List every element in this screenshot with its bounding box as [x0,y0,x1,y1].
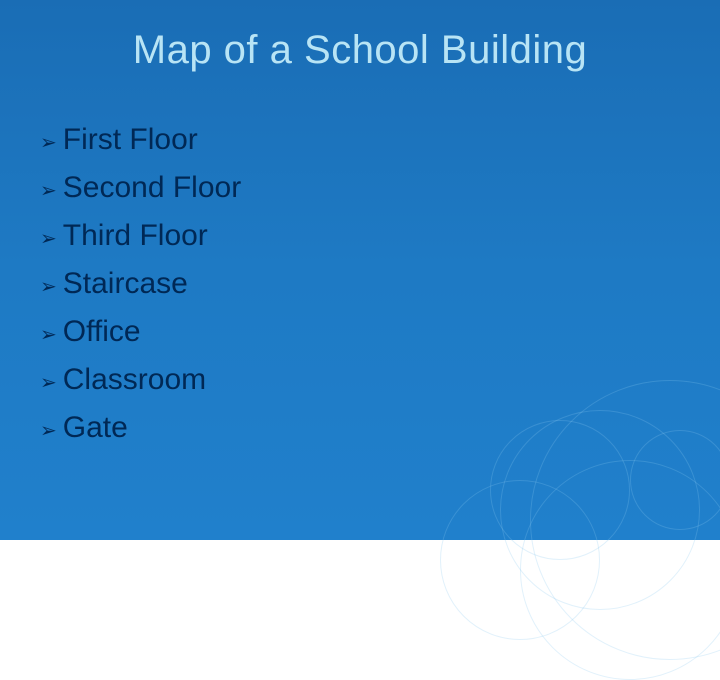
list-item-label: Office [63,312,141,351]
bullet-icon: ➢ [40,133,57,153]
list-item-label: Classroom [63,360,206,399]
list-item: ➢ Office [40,312,241,351]
list-item: ➢ Staircase [40,264,241,303]
bullet-icon: ➢ [40,373,57,393]
decorative-circle [500,410,700,610]
list-item-label: First Floor [63,120,198,159]
bullet-icon: ➢ [40,181,57,201]
decorative-circle [630,430,720,530]
bullet-icon: ➢ [40,229,57,249]
bullet-icon: ➢ [40,277,57,297]
decorative-circle [490,420,630,560]
bullet-icon: ➢ [40,421,57,441]
decorative-circle [530,380,720,660]
bullet-icon: ➢ [40,325,57,345]
list-item: ➢ Classroom [40,360,241,399]
slide-container: Map of a School Building ➢ First Floor ➢… [0,0,720,540]
list-item: ➢ Gate [40,408,241,447]
list-item-label: Staircase [63,264,188,303]
bullet-list: ➢ First Floor ➢ Second Floor ➢ Third Flo… [40,120,241,456]
list-item: ➢ Second Floor [40,168,241,207]
decorative-circle [520,460,720,680]
list-item-label: Gate [63,408,128,447]
slide-title: Map of a School Building [0,28,720,73]
decorative-circles [380,320,720,620]
list-item: ➢ First Floor [40,120,241,159]
list-item-label: Third Floor [63,216,208,255]
list-item: ➢ Third Floor [40,216,241,255]
decorative-circle [440,480,600,640]
list-item-label: Second Floor [63,168,241,207]
